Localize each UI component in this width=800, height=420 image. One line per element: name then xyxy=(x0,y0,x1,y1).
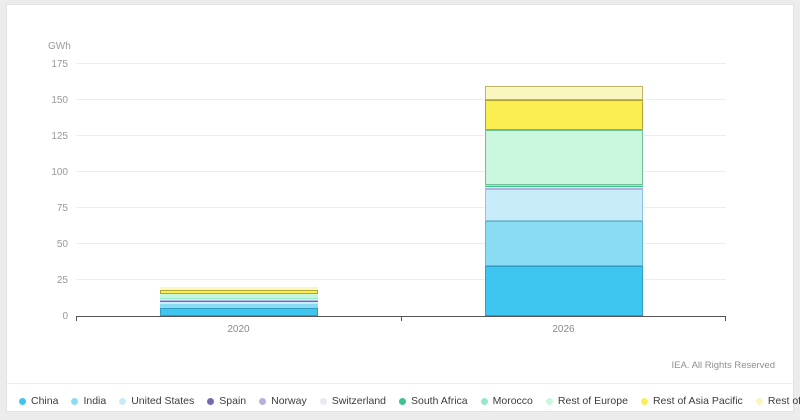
legend-label: China xyxy=(31,395,59,407)
legend-dot-icon xyxy=(319,397,327,405)
bar-segment-2026-rest-of-asia-pacific[interactable] xyxy=(484,100,643,130)
gridline-y-175 xyxy=(76,63,726,64)
bar-segment-2020-rest-of-world[interactable] xyxy=(159,287,318,290)
legend-item-china[interactable]: China xyxy=(19,395,58,407)
legend-item-rest-of-world[interactable]: Rest of world xyxy=(755,395,800,407)
legend-dot-icon xyxy=(545,397,553,405)
bar-segment-2026-rest-of-world[interactable] xyxy=(484,86,643,101)
copyright-note: IEA. All Rights Reserved xyxy=(671,360,776,371)
gridline-y-150 xyxy=(76,99,726,100)
legend-item-united-states[interactable]: United States xyxy=(119,395,194,407)
y-tick-label: 25 xyxy=(56,275,68,286)
legend-item-norway[interactable]: Norway xyxy=(259,395,307,407)
legend-dot-icon xyxy=(71,397,79,405)
legend-dot-icon xyxy=(259,397,267,405)
legend-dot-icon xyxy=(480,397,488,405)
legend-label: United States xyxy=(131,395,195,407)
legend-dot-icon xyxy=(19,397,26,405)
legend-label: Rest of world xyxy=(767,395,800,407)
bar-segment-2026-united-states[interactable] xyxy=(484,188,643,221)
plot-area: 0 25 50 75 100 125 150 175 2020 2026 xyxy=(51,59,726,335)
x-axis-tick-2 xyxy=(725,316,726,321)
chart-card: GWh 0 25 50 75 100 125 150 175 2020 2026 IEA. All… xyxy=(6,4,800,412)
y-tick-label: 75 xyxy=(56,203,68,214)
bar-segment-2020-rest-of-asia-pacific[interactable] xyxy=(159,289,318,295)
gridline-y-50 xyxy=(76,243,726,244)
bar-segment-2020-switzerland[interactable] xyxy=(159,298,318,301)
stacked-bar-2026 xyxy=(484,64,643,316)
x-category-label-2020: 2020 xyxy=(227,324,250,335)
chart-legend: China India United States Spain Norway Switze… xyxy=(19,391,800,411)
y-tick-label: 0 xyxy=(62,311,68,322)
legend-item-india[interactable]: India xyxy=(71,395,106,407)
bar-segment-2026-rest-of-europe[interactable] xyxy=(484,129,643,186)
legend-item-south-africa[interactable]: South Africa xyxy=(399,395,468,407)
bar-segment-2026-morocco[interactable] xyxy=(484,185,643,187)
bar-segment-2026-china[interactable] xyxy=(484,265,643,316)
bar-segment-2020-united-states[interactable] xyxy=(159,301,318,305)
bar-segment-2026-south-africa[interactable] xyxy=(484,186,643,188)
legend-label: Morocco xyxy=(492,395,533,407)
legend-label: India xyxy=(83,395,107,407)
y-tick-label: 100 xyxy=(51,167,68,178)
legend-divider xyxy=(7,383,793,384)
legend-item-spain[interactable]: Spain xyxy=(207,395,246,407)
legend-item-rest-of-asia-pacific[interactable]: Rest of Asia Pacific xyxy=(640,395,743,407)
y-tick-label: 175 xyxy=(51,59,68,70)
bar-segment-2020-rest-of-europe[interactable] xyxy=(159,294,318,298)
gridline-y-100 xyxy=(76,171,726,172)
bar-segment-2020-india[interactable] xyxy=(159,304,318,308)
legend-dot-icon xyxy=(207,397,215,405)
bar-segment-2020-china[interactable] xyxy=(159,307,318,316)
bar-segment-2026-switzerland[interactable] xyxy=(484,187,643,188)
legend-item-switzerland[interactable]: Switzerland xyxy=(319,395,386,407)
gridline-y-125 xyxy=(76,135,726,136)
y-tick-label: 50 xyxy=(56,239,68,250)
y-tick-label: 150 xyxy=(51,95,68,106)
legend-label: South Africa xyxy=(411,395,468,407)
legend-item-rest-of-europe[interactable]: Rest of Europe xyxy=(545,395,628,407)
legend-label: Switzerland xyxy=(331,395,386,407)
x-category-label-2026: 2026 xyxy=(552,324,575,335)
gridline-y-25 xyxy=(76,279,726,280)
gridline-y-75 xyxy=(76,207,726,208)
legend-label: Rest of Asia Pacific xyxy=(652,395,743,407)
legend-dot-icon xyxy=(119,397,127,405)
bar-segment-2020-morocco[interactable] xyxy=(159,297,318,299)
legend-item-morocco[interactable]: Morocco xyxy=(480,395,533,407)
legend-label: Rest of Europe xyxy=(557,395,628,407)
legend-dot-icon xyxy=(755,397,763,405)
x-axis-tick-0 xyxy=(76,316,77,321)
y-tick-label: 125 xyxy=(51,131,68,142)
stacked-bar-2020 xyxy=(159,64,318,316)
x-axis-tick-1 xyxy=(401,316,402,321)
legend-label: Norway xyxy=(271,395,307,407)
bar-segment-2026-india[interactable] xyxy=(484,220,643,266)
legend-label: Spain xyxy=(219,395,247,407)
legend-dot-icon xyxy=(399,397,406,405)
legend-dot-icon xyxy=(640,397,648,405)
y-axis-unit-label: GWh xyxy=(48,41,71,52)
